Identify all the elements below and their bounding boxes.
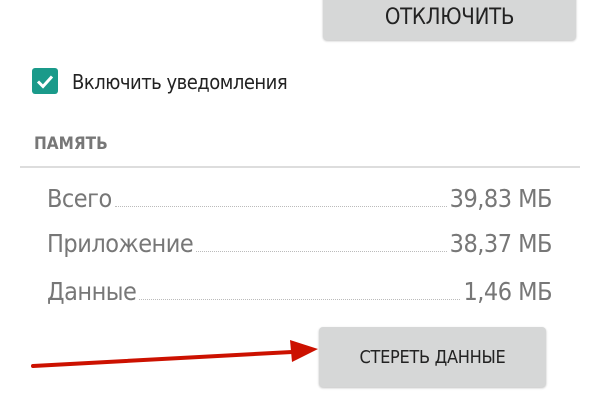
storage-header: ПАМЯТЬ xyxy=(34,134,108,154)
row-value: 39,83 МБ xyxy=(449,184,553,213)
disable-button[interactable]: ОТКЛЮЧИТЬ xyxy=(323,0,576,40)
row-value: 38,37 МБ xyxy=(449,229,553,258)
row-value: 1,46 МБ xyxy=(463,277,552,306)
notifications-checkbox[interactable] xyxy=(32,68,58,94)
notifications-label[interactable]: Включить уведомления xyxy=(72,70,288,94)
storage-row-data: Данные 1,46 МБ xyxy=(47,277,552,306)
row-label: Данные xyxy=(47,277,137,306)
divider xyxy=(20,166,580,168)
clear-data-button[interactable]: СТЕРЕТЬ ДАННЫЕ xyxy=(319,327,546,387)
row-label: Всего xyxy=(47,184,112,213)
checkmark-icon xyxy=(36,75,54,89)
storage-row-total: Всего 39,83 МБ xyxy=(47,184,553,213)
row-label: Приложение xyxy=(47,229,194,258)
storage-row-app: Приложение 38,37 МБ xyxy=(47,229,553,258)
